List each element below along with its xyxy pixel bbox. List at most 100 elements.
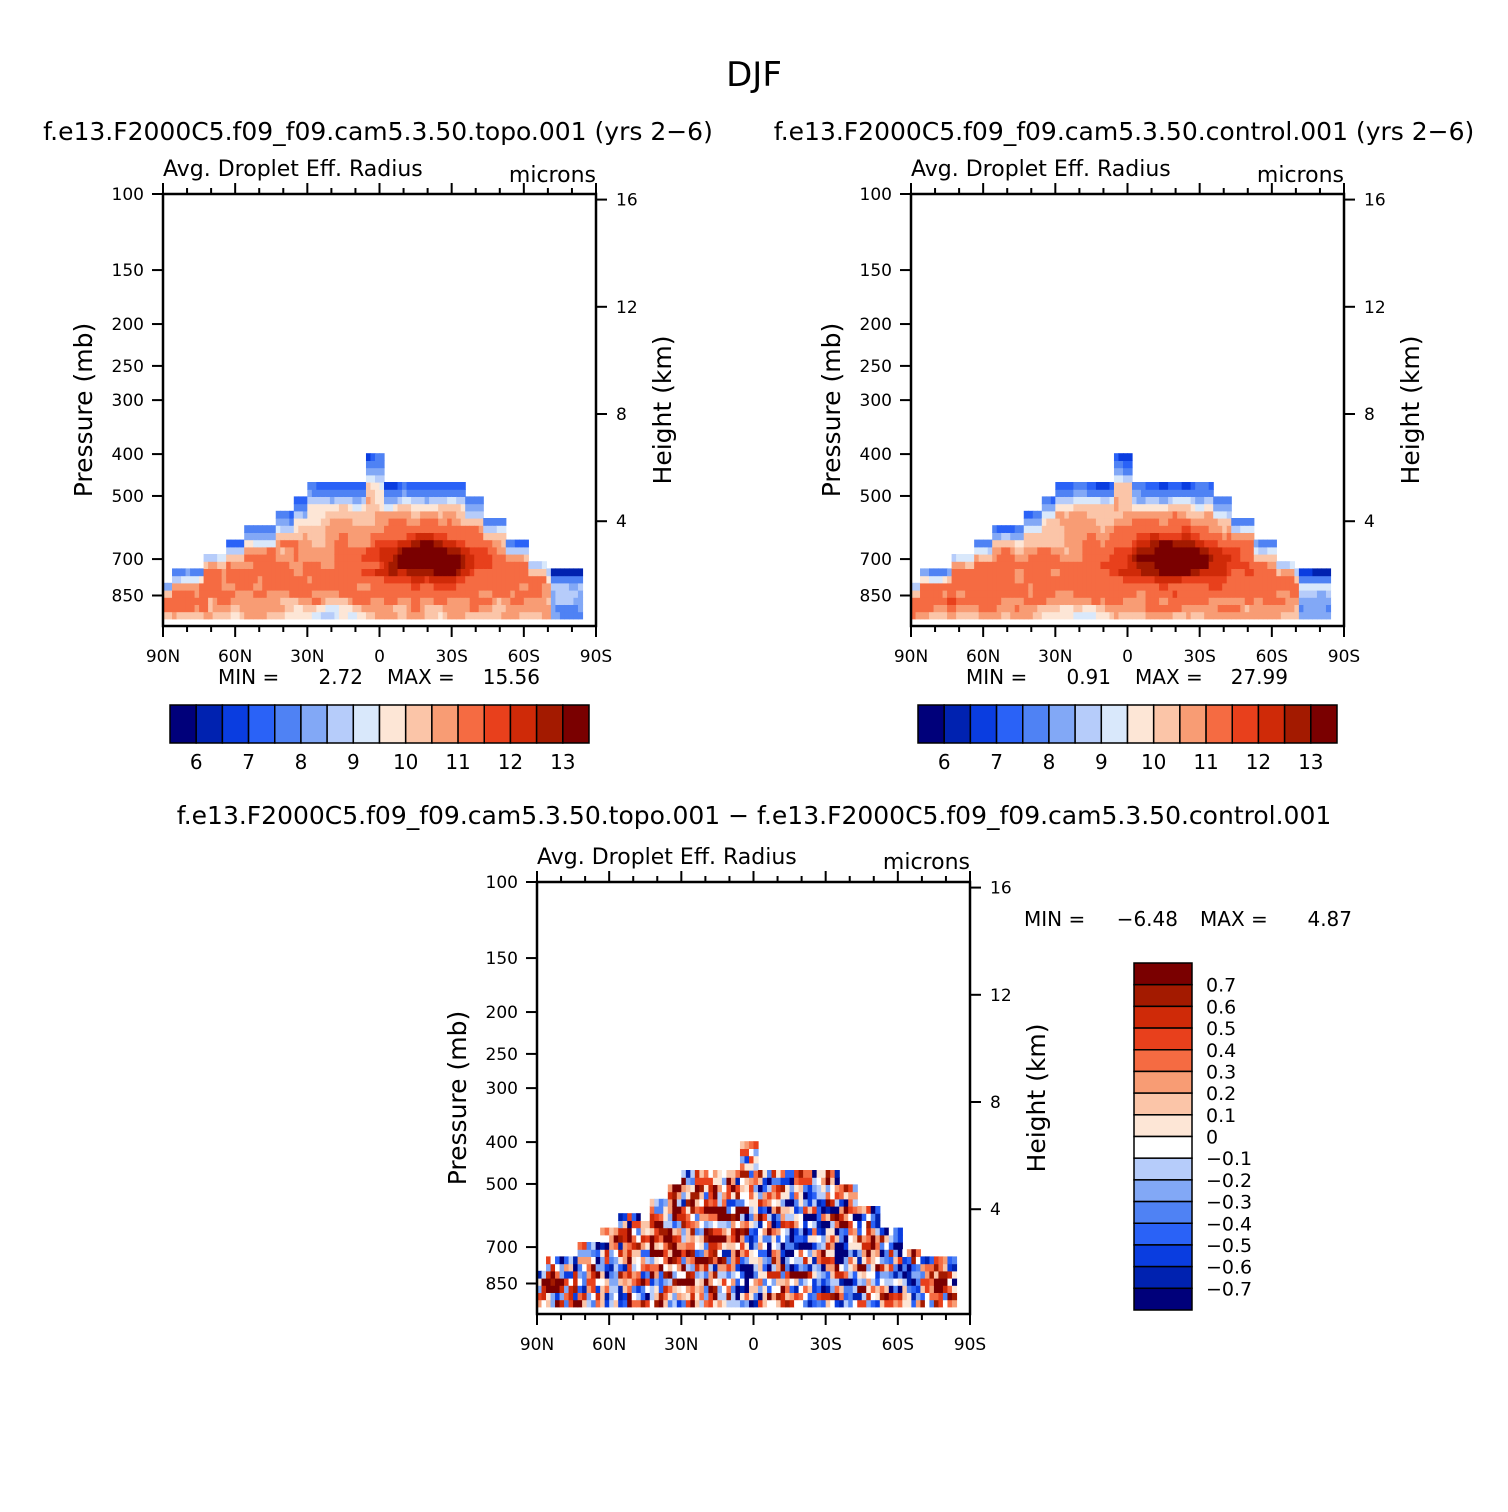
field-cell — [311, 532, 317, 541]
field-cell — [365, 611, 372, 620]
field-cell — [1163, 482, 1169, 490]
field-cell — [1001, 546, 1007, 555]
field-cell — [1316, 568, 1323, 577]
field-cell — [559, 604, 566, 613]
field-cell — [483, 590, 489, 598]
field-cell — [505, 597, 511, 605]
field-cell — [906, 1263, 912, 1272]
field-cell — [411, 489, 417, 497]
field-cell — [298, 561, 304, 569]
field-cell — [167, 590, 173, 598]
field-cell — [861, 1270, 867, 1279]
field-cell — [347, 510, 354, 519]
field-cell — [708, 1234, 714, 1243]
field-cell — [451, 532, 457, 541]
field-cell — [807, 1177, 813, 1185]
field-cell — [411, 582, 417, 591]
field-cell — [1073, 561, 1079, 569]
field-cell — [550, 1256, 556, 1265]
field-cell — [438, 532, 444, 541]
field-cell — [762, 1227, 768, 1236]
field-cell — [636, 1285, 642, 1293]
field-cell — [1145, 568, 1151, 577]
field-cell — [1253, 554, 1259, 562]
field-cell — [316, 503, 322, 512]
field-cell — [1208, 510, 1214, 519]
field-cell — [996, 604, 1002, 613]
field-cell — [1168, 568, 1174, 577]
field-cell — [568, 1292, 574, 1301]
field-cell — [573, 611, 579, 620]
field-cell — [447, 518, 453, 526]
field-cell — [591, 1285, 597, 1293]
field-cell — [411, 503, 417, 512]
field-cell — [870, 1206, 876, 1214]
field-cell — [257, 604, 263, 613]
field-cell — [483, 532, 489, 541]
field-cell — [316, 611, 322, 620]
field-cell — [789, 1278, 795, 1286]
field-cell — [1050, 525, 1056, 533]
y-tick-label: 100 — [486, 873, 518, 893]
field-cell — [947, 1263, 953, 1272]
field-cell — [798, 1191, 804, 1200]
field-cell — [163, 590, 169, 598]
field-cell — [573, 568, 579, 577]
field-cell — [631, 1242, 637, 1250]
field-cell — [726, 1270, 732, 1279]
field-cell — [1077, 568, 1083, 577]
field-cell — [1159, 597, 1165, 605]
field-cell — [415, 489, 421, 497]
field-cell — [1100, 582, 1106, 591]
panel-topo: f.e13.F2000C5.f09_f09.cam5.3.50.topo.001… — [43, 117, 713, 774]
field-cell — [974, 582, 980, 591]
field-cell — [483, 582, 489, 591]
field-cell — [537, 1278, 543, 1286]
field-cell — [447, 611, 453, 620]
panel-control-units-label: microns — [1257, 163, 1344, 188]
y-tick-label: 250 — [112, 357, 144, 377]
field-cell — [996, 546, 1002, 555]
colorbar-box — [352, 704, 381, 744]
field-cell — [649, 1263, 655, 1272]
field-cell — [1019, 568, 1025, 577]
field-cell — [1073, 554, 1079, 562]
field-cell — [1050, 597, 1056, 605]
field-cell — [555, 1263, 561, 1272]
field-cell — [1154, 546, 1160, 555]
field-cell — [798, 1184, 804, 1193]
field-cell — [1271, 582, 1277, 591]
field-cell — [1177, 496, 1183, 505]
field-cell — [753, 1213, 759, 1221]
field-cell — [257, 590, 263, 598]
field-cell — [983, 575, 989, 584]
field-cell — [1145, 482, 1151, 490]
colorbar-box — [457, 704, 485, 744]
field-cell — [1244, 597, 1250, 605]
field-cell — [438, 546, 444, 555]
field-cell — [978, 597, 984, 605]
field-cell — [577, 1285, 583, 1293]
field-cell — [690, 1184, 696, 1193]
field-cell — [1132, 604, 1138, 613]
field-cell — [329, 582, 335, 591]
field-cell — [298, 568, 304, 577]
field-cell — [1019, 532, 1025, 541]
field-cell — [1077, 510, 1083, 519]
field-cell — [447, 510, 453, 519]
field-cell — [739, 1191, 746, 1200]
field-cell — [1082, 604, 1088, 613]
field-cell — [699, 1292, 705, 1301]
field-cell — [1154, 597, 1160, 605]
field-cell — [1204, 582, 1210, 591]
field-cell — [541, 1299, 547, 1308]
field-cell — [785, 1213, 791, 1221]
field-cell — [694, 1278, 700, 1286]
field-cell — [663, 1299, 669, 1308]
y-tick-label: 500 — [860, 487, 892, 507]
field-cell — [803, 1278, 809, 1286]
field-cell — [721, 1220, 728, 1229]
field-cell — [433, 590, 439, 598]
field-cell — [1307, 582, 1314, 591]
field-cell — [1253, 582, 1259, 591]
